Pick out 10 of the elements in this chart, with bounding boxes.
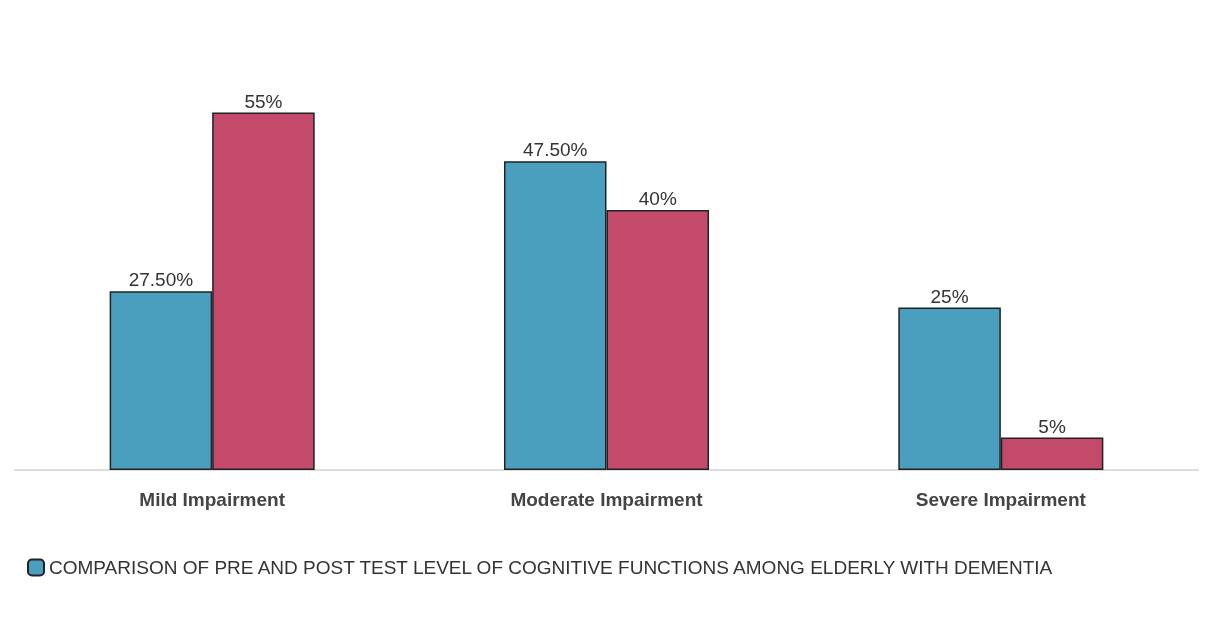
data-label: 27.50% — [128, 269, 194, 291]
x-tick-label: Mild Impairment — [139, 489, 286, 510]
data-label: 5% — [1038, 415, 1066, 437]
data-label: 25% — [930, 285, 969, 307]
data-label: 47.50% — [523, 139, 588, 161]
data-label: 40% — [638, 188, 677, 209]
x-tick-label: Severe Impairment — [915, 489, 1087, 510]
legend-label: COMPARISON OF PRE AND POST TEST LEVEL OF COGNITIVE FUNCTIONS AMONG ELDERLY WITH DEMENTIA — [49, 557, 1053, 578]
x-tick-label: Moderate Impairment — [510, 489, 704, 510]
data-label: 55% — [244, 90, 283, 112]
